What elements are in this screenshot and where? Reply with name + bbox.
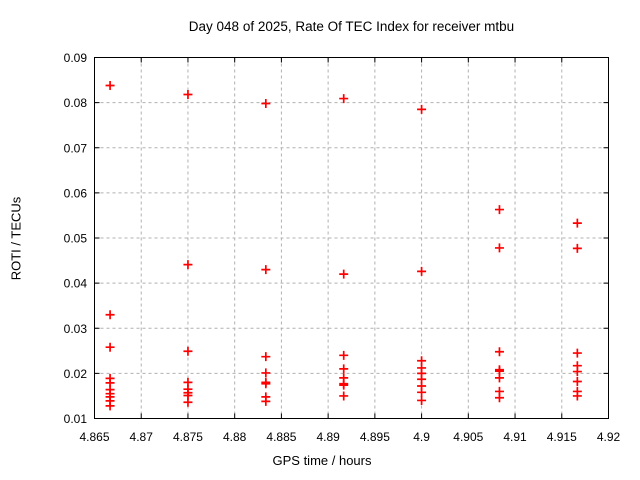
data-point-marker xyxy=(105,342,115,352)
x-tick-label: 4.865 xyxy=(79,430,109,444)
y-tick-label: 0.02 xyxy=(64,367,88,381)
data-point-marker xyxy=(261,265,271,275)
data-point-marker xyxy=(417,387,427,397)
x-tick-label: 4.885 xyxy=(266,430,296,444)
x-tick-label: 4.9 xyxy=(413,430,430,444)
data-point-marker xyxy=(494,373,504,383)
x-tick-label: 4.87 xyxy=(130,430,154,444)
data-point-marker xyxy=(572,348,582,358)
data-point-marker xyxy=(494,347,504,357)
x-tick-label: 4.905 xyxy=(453,430,483,444)
data-point-marker xyxy=(261,352,271,362)
data-point-marker xyxy=(339,269,349,279)
data-point-marker xyxy=(261,396,271,406)
data-point-marker xyxy=(183,397,193,407)
data-point-marker xyxy=(494,393,504,403)
data-point-marker xyxy=(339,94,349,104)
y-tick-label: 0.09 xyxy=(64,51,88,65)
x-tick-label: 4.875 xyxy=(173,430,203,444)
data-point-marker xyxy=(261,368,271,378)
data-point-marker xyxy=(494,243,504,253)
y-tick-label: 0.01 xyxy=(64,412,88,426)
data-point-marker xyxy=(572,218,582,228)
data-point-marker xyxy=(261,379,271,389)
data-point-marker xyxy=(105,310,115,320)
data-point-marker xyxy=(417,104,427,114)
data-point-marker xyxy=(494,205,504,215)
data-point-marker xyxy=(417,395,427,405)
y-tick-label: 0.06 xyxy=(64,186,88,200)
y-tick-label: 0.03 xyxy=(64,322,88,336)
data-point-marker xyxy=(339,391,349,401)
data-point-marker xyxy=(339,380,349,390)
x-tick-label: 4.88 xyxy=(223,430,247,444)
y-tick-label: 0.05 xyxy=(64,232,88,246)
x-tick-label: 4.91 xyxy=(503,430,527,444)
data-point-marker xyxy=(183,346,193,356)
x-tick-label: 4.895 xyxy=(360,430,390,444)
data-point-marker xyxy=(339,350,349,360)
data-point-marker xyxy=(261,99,271,109)
x-tick-label: 4.915 xyxy=(547,430,577,444)
data-point-marker xyxy=(572,376,582,386)
plot-border xyxy=(94,57,609,419)
data-point-marker xyxy=(417,266,427,276)
chart-title: Day 048 of 2025, Rate Of TEC Index for r… xyxy=(188,19,515,34)
y-tick-label: 0.07 xyxy=(64,141,88,155)
data-point-marker xyxy=(105,401,115,411)
y-tick-label: 0.04 xyxy=(64,277,88,291)
x-tick-label: 4.89 xyxy=(316,430,340,444)
data-point-marker xyxy=(339,364,349,374)
data-point-marker xyxy=(105,80,115,90)
y-tick-label: 0.08 xyxy=(64,96,88,110)
x-axis-label: GPS time / hours xyxy=(272,453,372,468)
x-tick-label: 4.92 xyxy=(597,430,621,444)
data-point-marker xyxy=(572,391,582,401)
data-point-marker xyxy=(183,90,193,100)
data-point-marker xyxy=(572,243,582,253)
data-point-marker xyxy=(572,367,582,377)
data-point-marker xyxy=(183,260,193,270)
